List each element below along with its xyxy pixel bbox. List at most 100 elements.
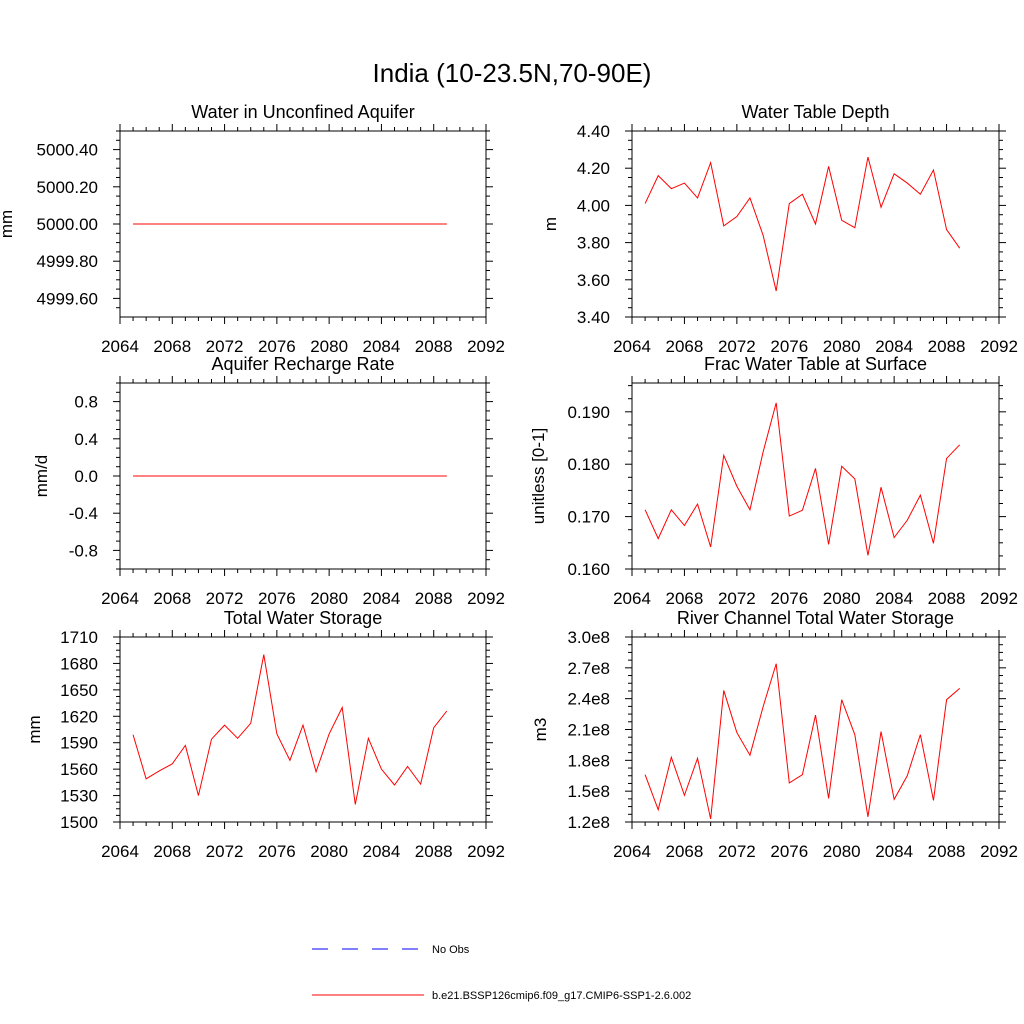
y-tick-label: 4.00 — [577, 196, 610, 215]
panel-title: Frac Water Table at Surface — [704, 354, 927, 374]
y-tick-label: 1590 — [60, 734, 98, 753]
panel-river-channel-total-water-storage: River Channel Total Water Storage 2064 206… — [531, 608, 1018, 861]
panel-water-in-unconfined-aquifer: Water in Unconfined Aquifer 2064 2068 2072 2… — [0, 102, 505, 356]
y-tick-label: 1.5e8 — [567, 782, 610, 801]
y-tick-label: 0.170 — [567, 508, 610, 527]
x-tick-label: 2080 — [823, 589, 861, 608]
y-tick-label: 1.2e8 — [567, 813, 610, 832]
series-line — [644, 402, 961, 556]
x-tick-label: 2072 — [206, 337, 244, 356]
plot-frame — [631, 636, 1000, 823]
x-tick-label: 2068 — [666, 337, 704, 356]
x-tick-label: 2084 — [363, 842, 401, 861]
legend-label-model-run: b.e21.BSSP126cmip6.f09_g17.CMIP6-SSP1-2.… — [432, 990, 691, 1002]
x-tick-label: 2084 — [363, 337, 401, 356]
panel-title: Aquifer Recharge Rate — [211, 354, 394, 374]
y-tick-label: 1530 — [60, 787, 98, 806]
x-tick-label: 2088 — [415, 337, 453, 356]
x-tick-label: 2080 — [310, 842, 348, 861]
x-tick-label: 2076 — [770, 337, 808, 356]
series-line — [644, 663, 961, 820]
panel-title: Water in Unconfined Aquifer — [191, 102, 414, 122]
x-tick-label: 2068 — [153, 589, 191, 608]
x-tick-label: 2068 — [666, 842, 704, 861]
x-tick-label: 2072 — [718, 337, 756, 356]
y-tick-label: 5000.20 — [37, 178, 98, 197]
y-tick-label: 1680 — [60, 654, 98, 673]
y-tick-label: 5000.40 — [37, 141, 98, 160]
x-tick-label: 2064 — [613, 589, 651, 608]
x-tick-label: 2092 — [980, 842, 1018, 861]
x-tick-label: 2076 — [258, 337, 296, 356]
y-tick-label: 1620 — [60, 707, 98, 726]
panel-frac-water-table-at-surface: Frac Water Table at Surface 2064 2068 2072 2… — [529, 354, 1018, 608]
y-tick-label: 1500 — [60, 813, 98, 832]
y-tick-label: 5000.00 — [37, 215, 98, 234]
x-tick-label: 2080 — [823, 842, 861, 861]
x-tick-label: 2068 — [153, 337, 191, 356]
panel-title: River Channel Total Water Storage — [677, 608, 954, 628]
x-tick-label: 2080 — [823, 337, 861, 356]
y-tick-label: 4.20 — [577, 159, 610, 178]
y-tick-label: 0.0 — [74, 467, 98, 486]
figure-title: India (10-23.5N,70-90E) — [373, 58, 652, 88]
x-tick-label: 2072 — [206, 842, 244, 861]
y-tick-label: 0.160 — [567, 560, 610, 579]
x-tick-label: 2084 — [875, 337, 913, 356]
y-tick-label: -0.8 — [69, 541, 98, 560]
x-tick-label: 2080 — [310, 337, 348, 356]
legend: No Obs b.e21.BSSP126cmip6.f09_g17.CMIP6-… — [312, 944, 691, 1002]
x-tick-label: 2080 — [310, 589, 348, 608]
panel-water-table-depth: Water Table Depth 2064 2068 2072 2076 2080 208… — [541, 102, 1018, 356]
y-tick-label: 1710 — [60, 628, 98, 647]
series-line — [644, 156, 961, 292]
y-tick-label: 4.40 — [577, 122, 610, 141]
y-axis-label: unitless [0-1] — [529, 428, 548, 524]
y-tick-label: 0.4 — [74, 430, 98, 449]
x-tick-label: 2072 — [718, 589, 756, 608]
x-tick-label: 2064 — [101, 337, 139, 356]
y-axis-label: m3 — [531, 718, 550, 742]
y-tick-label: 0.190 — [567, 403, 610, 422]
x-tick-label: 2084 — [875, 842, 913, 861]
y-tick-label: 0.180 — [567, 455, 610, 474]
x-tick-label: 2088 — [928, 842, 966, 861]
x-tick-label: 2088 — [928, 337, 966, 356]
x-tick-label: 2076 — [770, 842, 808, 861]
plot-frame — [119, 636, 487, 823]
x-tick-label: 2092 — [467, 842, 505, 861]
y-tick-label: 0.8 — [74, 393, 98, 412]
x-tick-label: 2072 — [206, 589, 244, 608]
y-axis-label: m — [541, 217, 560, 231]
x-tick-label: 2064 — [613, 842, 651, 861]
x-tick-label: 2068 — [666, 589, 704, 608]
x-tick-label: 2072 — [718, 842, 756, 861]
x-tick-label: 2092 — [467, 589, 505, 608]
x-tick-label: 2088 — [415, 589, 453, 608]
y-tick-label: 1.8e8 — [567, 751, 610, 770]
panel-title: Water Table Depth — [741, 102, 889, 122]
x-tick-label: 2064 — [101, 842, 139, 861]
y-tick-label: 4999.60 — [37, 289, 98, 308]
y-tick-label: 4999.80 — [37, 252, 98, 271]
x-tick-label: 2076 — [770, 589, 808, 608]
y-axis-label: mm — [0, 210, 16, 238]
y-axis-label: mm/d — [32, 455, 51, 498]
x-tick-label: 2064 — [101, 589, 139, 608]
x-tick-label: 2092 — [980, 589, 1018, 608]
x-tick-label: 2088 — [928, 589, 966, 608]
x-tick-label: 2084 — [363, 589, 401, 608]
y-tick-label: 3.0e8 — [567, 628, 610, 647]
y-tick-label: -0.4 — [69, 504, 98, 523]
y-tick-label: 3.80 — [577, 234, 610, 253]
y-axis-label: mm — [25, 715, 44, 743]
x-tick-label: 2076 — [258, 589, 296, 608]
panel-total-water-storage: Total Water Storage 2064 2068 2072 2076 2080 2… — [25, 608, 505, 861]
x-tick-label: 2076 — [258, 842, 296, 861]
y-tick-label: 3.60 — [577, 271, 610, 290]
x-tick-label: 2088 — [415, 842, 453, 861]
y-tick-label: 2.7e8 — [567, 659, 610, 678]
y-tick-label: 2.1e8 — [567, 721, 610, 740]
x-tick-label: 2092 — [467, 337, 505, 356]
